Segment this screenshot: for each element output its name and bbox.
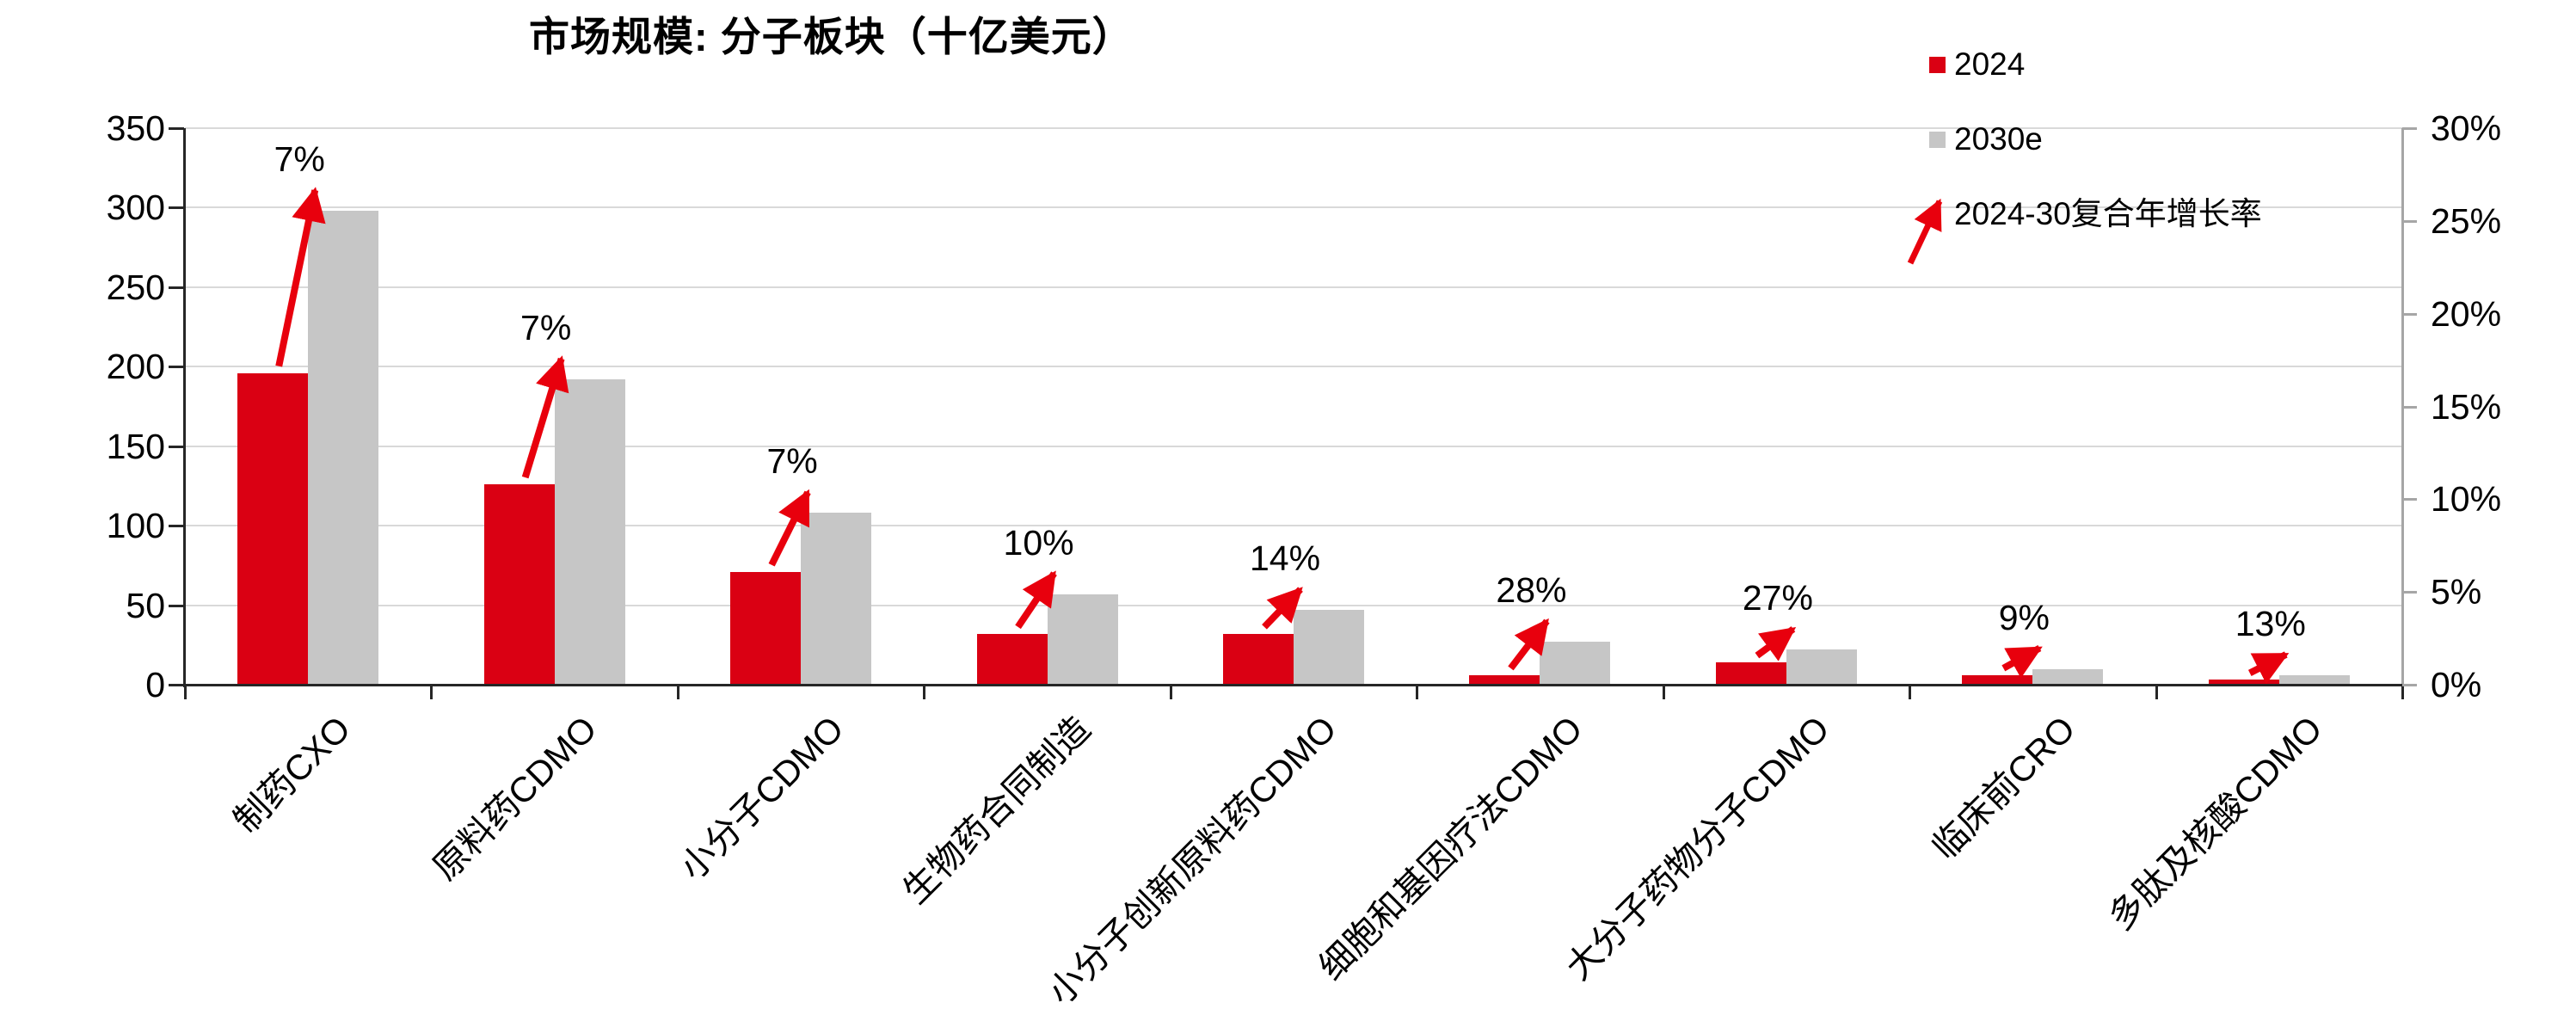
y-axis-tick [169, 445, 184, 448]
growth-label: 7% [520, 308, 572, 348]
growth-label: 10% [1003, 522, 1074, 563]
y-axis-tick-label: 200 [106, 347, 165, 387]
right-axis-tick [2402, 405, 2417, 409]
bar-2030e [1047, 594, 1118, 685]
category-label: 大分子药物分子CDMO [1558, 708, 1837, 987]
category-label: 制药CXO [226, 708, 359, 841]
right-axis-tick-label: 0% [2431, 665, 2482, 704]
y-axis-tick-label: 0 [145, 665, 165, 704]
legend-label-2030e: 2030e [1954, 121, 2043, 157]
left-axis-line [183, 128, 186, 687]
x-axis-tick [1416, 686, 1419, 699]
y-axis-tick-label: 50 [126, 585, 165, 625]
x-axis-tick [2155, 686, 2158, 699]
category-label: 生物药合同制造 [895, 708, 1097, 912]
x-axis-tick [184, 686, 187, 699]
right-axis-tick-label: 30% [2431, 108, 2502, 148]
right-axis-tick [2402, 498, 2417, 501]
right-axis-tick-label: 20% [2431, 293, 2502, 334]
right-axis-line [2401, 128, 2404, 697]
gridline [185, 445, 2402, 447]
legend-item-2024: 2024 [1929, 45, 2262, 84]
growth-label: 7% [766, 441, 818, 482]
bar-2024 [1715, 662, 1786, 685]
y-axis-tick [169, 525, 184, 528]
right-axis-tick [2402, 219, 2417, 223]
legend-item-2030e: 2030e [1929, 120, 2262, 159]
category-label: 多肽及核酸CDMO [2100, 708, 2330, 938]
bar-2024 [1469, 674, 1540, 685]
y-axis-tick [169, 684, 184, 686]
right-axis-tick [2402, 591, 2417, 594]
right-axis-tick [2402, 684, 2417, 686]
bar-2030e [1540, 642, 1611, 685]
y-axis-tick [169, 366, 184, 369]
bar-2024 [237, 372, 309, 685]
legend-item-cagr: 2024-30复合年增长率 [1907, 194, 2262, 265]
x-axis-tick [2401, 686, 2404, 699]
y-axis-tick-label: 350 [106, 108, 165, 148]
right-axis-tick-label: 5% [2431, 572, 2482, 612]
bar-2030e [1786, 649, 1857, 685]
right-axis-tick [2402, 312, 2417, 316]
y-axis-tick [169, 127, 184, 130]
x-axis-tick [1909, 686, 1912, 699]
growth-arrow-icon [1907, 198, 1943, 265]
bar-2024 [1223, 633, 1294, 685]
y-axis-tick-label: 300 [106, 188, 165, 228]
bar-2024 [730, 571, 802, 685]
bar-2030e [801, 513, 872, 685]
category-label: 小分子CDMO [672, 708, 851, 888]
chart-title: 市场规模: 分子板块（十亿美元） [529, 14, 1134, 59]
legend: 2024 2030e 2024-30复合年增长率 [1907, 45, 2262, 269]
y-axis-tick [169, 286, 184, 289]
legend-label-cagr: 2024-30复合年增长率 [1954, 196, 2262, 231]
x-axis-tick [1662, 686, 1665, 699]
right-axis-tick-label: 10% [2431, 479, 2502, 520]
legend-swatch-2024 [1929, 56, 1946, 73]
y-axis-tick-label: 150 [106, 426, 165, 466]
category-label: 细胞和基因疗法CDMO [1311, 708, 1590, 987]
right-axis-tick-label: 15% [2431, 386, 2502, 427]
category-label: 临床前CRO [1924, 708, 2083, 867]
y-axis-tick-label: 100 [106, 506, 165, 546]
right-axis-tick [2402, 127, 2417, 130]
gridline [185, 525, 2402, 527]
bar-2030e [2032, 668, 2104, 685]
x-axis-tick [676, 686, 679, 699]
bar-2030e [2278, 674, 2350, 685]
y-axis-tick [169, 206, 184, 210]
bar-2024 [483, 484, 555, 685]
growth-label: 28% [1496, 570, 1567, 611]
growth-label: 9% [1998, 597, 2050, 637]
growth-label: 14% [1249, 538, 1321, 579]
bar-2030e [308, 211, 379, 685]
y-axis-tick [169, 604, 184, 607]
gridline [185, 206, 2402, 209]
category-label: 原料药CDMO [425, 708, 605, 888]
bar-2030e [1294, 610, 1364, 685]
bar-2024 [976, 633, 1048, 685]
y-axis-tick-label: 250 [106, 267, 165, 307]
legend-swatch-2030e [1929, 131, 1946, 148]
bar-2030e [554, 379, 625, 685]
gridline [185, 127, 2402, 129]
growth-label: 13% [2235, 603, 2306, 643]
x-axis-tick [430, 686, 433, 699]
right-axis-tick-label: 25% [2431, 200, 2502, 241]
gridline [185, 286, 2402, 288]
bar-2024 [2208, 680, 2279, 685]
bar-2024 [1962, 674, 2033, 685]
x-axis-tick [923, 686, 926, 699]
growth-label: 7% [274, 139, 325, 180]
gridline [185, 366, 2402, 368]
legend-label-2024: 2024 [1954, 46, 2026, 82]
growth-label: 27% [1742, 578, 1813, 618]
x-axis-tick [1169, 686, 1172, 699]
x-axis-line [183, 684, 2404, 686]
